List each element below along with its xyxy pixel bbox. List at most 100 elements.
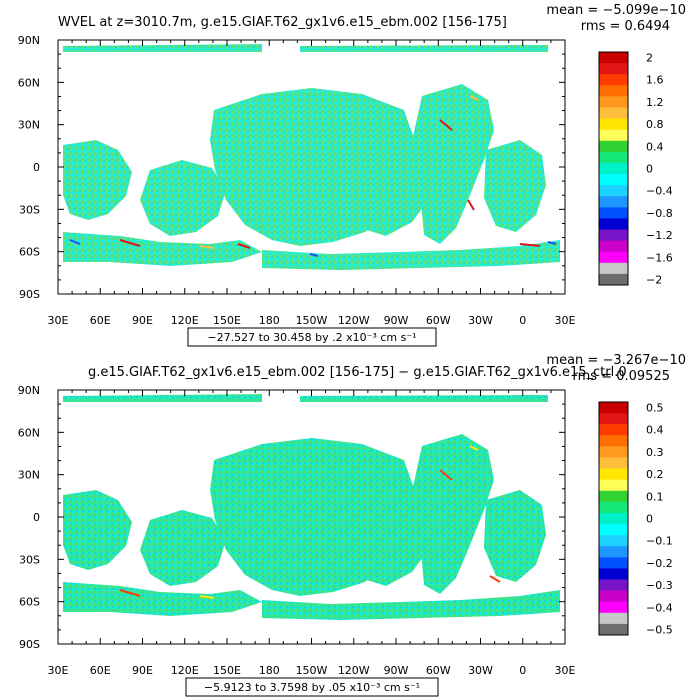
colorbar-swatch: [599, 240, 628, 253]
colorbar-swatch: [599, 446, 628, 458]
colorbar-swatch: [599, 402, 628, 414]
colorbar-swatch: [599, 468, 628, 481]
panel-2: g.e15.GIAF.T62_gx1v6.e15_ebm.002 [156-17…: [18, 353, 686, 697]
x-tick-label: 150W: [296, 314, 328, 327]
colorbar-swatch: [599, 413, 628, 425]
panel-2-title: g.e15.GIAF.T62_gx1v6.e15_ebm.002 [156-17…: [88, 365, 627, 380]
x-tick-label: 150W: [296, 664, 328, 677]
panel-2-y-ticks: 90N 60N 30N 0 30S 60S 90S: [18, 384, 565, 651]
x-tick-label: 120E: [171, 664, 199, 677]
y-tick-label: 90N: [18, 384, 40, 397]
colorbar-label: −0.4: [646, 601, 673, 614]
colorbar-swatch: [599, 174, 628, 186]
colorbar-label: 0.4: [646, 140, 664, 153]
colorbar-label: −1.2: [646, 229, 673, 242]
colorbar-swatch: [599, 96, 628, 108]
x-tick-label: 30W: [468, 664, 493, 677]
y-tick-label: 60N: [18, 76, 40, 89]
colorbar-label: −0.4: [646, 185, 673, 198]
x-tick-label: 150E: [213, 314, 241, 327]
x-tick-label: 90W: [384, 664, 409, 677]
colorbar-swatch: [599, 140, 628, 153]
colorbar-swatch: [599, 601, 628, 614]
colorbar-label: 1.6: [646, 74, 664, 87]
panel-2-x-ticks: 30E 60E 90E 120E 150E 180 150W 120W 90W 60W 30W 0 30…: [48, 390, 576, 677]
y-tick-label: 0: [33, 161, 40, 174]
colorbar-label: 0: [646, 163, 653, 176]
colorbar-swatch: [599, 85, 628, 97]
panel-1-colorbar: 2 1.6 1.2 0.8 0.4 0 −0.4 −0.8 −1.2 −1.6 −2: [598, 51, 673, 286]
x-tick-label: 120W: [338, 314, 370, 327]
colorbar-label: 1.2: [646, 96, 664, 109]
x-tick-label: 90W: [384, 314, 409, 327]
colorbar-label: 0.1: [646, 490, 664, 503]
y-tick-label: 60S: [19, 246, 40, 259]
x-tick-label: 30W: [468, 314, 493, 327]
panel-1-field: [63, 44, 560, 270]
y-tick-label: 90N: [18, 34, 40, 47]
x-tick-label: 180: [259, 314, 280, 327]
colorbar-label: −0.3: [646, 579, 673, 592]
colorbar-swatch: [599, 579, 628, 592]
colorbar-label: 0: [646, 513, 653, 526]
colorbar-swatch: [599, 162, 628, 175]
y-tick-label: 60N: [18, 426, 40, 439]
y-tick-label: 90S: [19, 288, 40, 301]
y-tick-label: 0: [33, 511, 40, 524]
panel-1-y-ticks: 90N 60N 30N 0 30S 60S 90S: [18, 34, 565, 301]
colorbar-label: 0.3: [646, 446, 664, 459]
x-tick-label: 60W: [426, 314, 451, 327]
colorbar-swatch: [599, 612, 628, 625]
x-tick-label: 30E: [555, 664, 576, 677]
colorbar-label: 0.8: [646, 118, 664, 131]
colorbar-swatch: [599, 590, 628, 603]
panel-2-field: [63, 394, 560, 620]
colorbar-swatch: [599, 229, 628, 242]
panel-1-title: WVEL at z=3010.7m, g.e15.GIAF.T62_gx1v6.…: [58, 15, 507, 30]
colorbar-label: 0.4: [646, 424, 664, 437]
y-tick-label: 30N: [18, 469, 40, 482]
panel-1-mean: mean = −5.099e−10: [546, 3, 686, 18]
x-tick-label: 120E: [171, 314, 199, 327]
x-tick-label: 60E: [90, 664, 111, 677]
colorbar-swatch: [599, 151, 628, 164]
colorbar-swatch: [599, 501, 628, 514]
panel-1-rms: rms = 0.6494: [581, 19, 670, 34]
colorbar-swatch: [599, 207, 628, 219]
x-tick-label: 90E: [132, 664, 153, 677]
colorbar-swatch: [599, 557, 628, 569]
colorbar-swatch: [599, 63, 628, 75]
colorbar-label: 2: [646, 52, 653, 65]
panel-2-rms: rms = 0.09525: [573, 369, 670, 384]
colorbar-swatch: [599, 185, 628, 197]
colorbar-swatch: [599, 457, 628, 469]
colorbar-swatch: [599, 568, 628, 580]
x-tick-label: 150E: [213, 664, 241, 677]
x-tick-label: 30E: [48, 664, 69, 677]
colorbar-label: −2: [646, 273, 662, 286]
colorbar-swatch: [599, 196, 628, 208]
panel-2-range: −5.9123 to 3.7598 by .05 x10⁻³ cm s⁻¹: [204, 681, 420, 694]
colorbar-label: 0.2: [646, 468, 664, 481]
colorbar-swatch: [599, 524, 628, 536]
panel-2-range-box: [185, 677, 439, 697]
y-tick-label: 30S: [19, 203, 40, 216]
y-tick-label: 30S: [19, 553, 40, 566]
colorbar-swatch: [599, 262, 628, 275]
panel-1-x-ticks: 30E 60E 90E 120E 150E 180 150W 120W 90W 60W 30W 0 30…: [48, 40, 576, 327]
colorbar-frame: [598, 51, 629, 286]
x-tick-label: 180: [259, 664, 280, 677]
colorbar-swatch: [599, 623, 628, 636]
colorbar-label: −0.5: [646, 623, 673, 636]
y-tick-label: 90S: [19, 638, 40, 651]
colorbar-label: −0.8: [646, 207, 673, 220]
panel-1: WVEL at z=3010.7m, g.e15.GIAF.T62_gx1v6.…: [18, 3, 686, 347]
x-tick-label: 0: [519, 314, 526, 327]
colorbar-swatch: [599, 490, 628, 503]
colorbar-swatch: [599, 107, 628, 119]
colorbar-swatch: [599, 546, 628, 558]
x-tick-label: 30E: [48, 314, 69, 327]
x-tick-label: 0: [519, 664, 526, 677]
x-tick-label: 60W: [426, 664, 451, 677]
